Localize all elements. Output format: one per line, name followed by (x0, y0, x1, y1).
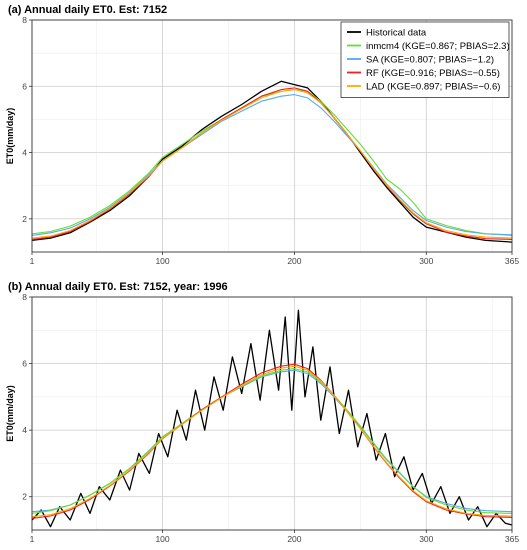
panel-b: (b) Annual daily ET0. Est: 7152, year: 1… (5, 281, 519, 544)
x-tick-label: 100 (155, 534, 169, 544)
x-tick-label: 200 (287, 534, 301, 544)
legend-box (340, 21, 510, 98)
legend-label: Historical data (366, 28, 427, 39)
y-tick-label: 4 (22, 148, 27, 158)
series-line-4 (31, 365, 513, 518)
series-line-0 (31, 80, 513, 243)
y-axis-label: ET0(mm/day) (5, 385, 15, 442)
plot-frame (31, 296, 513, 531)
y-tick-label: 4 (22, 425, 27, 435)
y-tick-label: 8 (22, 15, 27, 25)
series-line-0 (31, 309, 513, 528)
y-tick-label: 2 (22, 214, 27, 224)
y-axis-label: ET0(mm/day) (5, 108, 15, 165)
y-tick-label: 8 (22, 292, 27, 302)
legend-label: SA (KGE=0.807; PBIAS=−1.2) (366, 55, 494, 66)
series-line-2 (31, 94, 513, 236)
y-tick-label: 6 (22, 359, 27, 369)
panel-a: (a) Annual daily ET0. Est: 7152 1 100 200 30… (5, 4, 519, 266)
legend: Historical data inmcm4 (KGE=0.867; PBIAS=… (340, 21, 510, 98)
x-tick-label: 200 (287, 256, 301, 266)
legend-label: LAD (KGE=0.897; PBIAS=−0.6) (366, 82, 500, 93)
legend-label: RF (KGE=0.916; PBIAS=−0.55) (366, 68, 500, 79)
series-line-3 (31, 87, 513, 240)
chart-title: (a) Annual daily ET0. Est: 7152 (8, 4, 167, 16)
x-tick-label: 365 (505, 534, 519, 544)
x-tick-label: 1 (30, 256, 35, 266)
legend-label: inmcm4 (KGE=0.867; PBIAS=2.3) (366, 41, 510, 52)
series-line-3 (31, 363, 513, 519)
y-tick-label: 6 (22, 81, 27, 91)
plot-frame (31, 19, 513, 253)
x-tick-label: 300 (419, 534, 433, 544)
series-line-2 (31, 368, 513, 514)
x-tick-label: 365 (505, 256, 519, 266)
series-line-4 (31, 89, 513, 239)
x-tick-label: 300 (419, 256, 433, 266)
chart-title: (b) Annual daily ET0. Est: 7152, year: 1… (8, 281, 228, 293)
x-tick-label: 1 (30, 534, 35, 544)
y-tick-label: 2 (22, 492, 27, 502)
x-tick-label: 100 (155, 256, 169, 266)
